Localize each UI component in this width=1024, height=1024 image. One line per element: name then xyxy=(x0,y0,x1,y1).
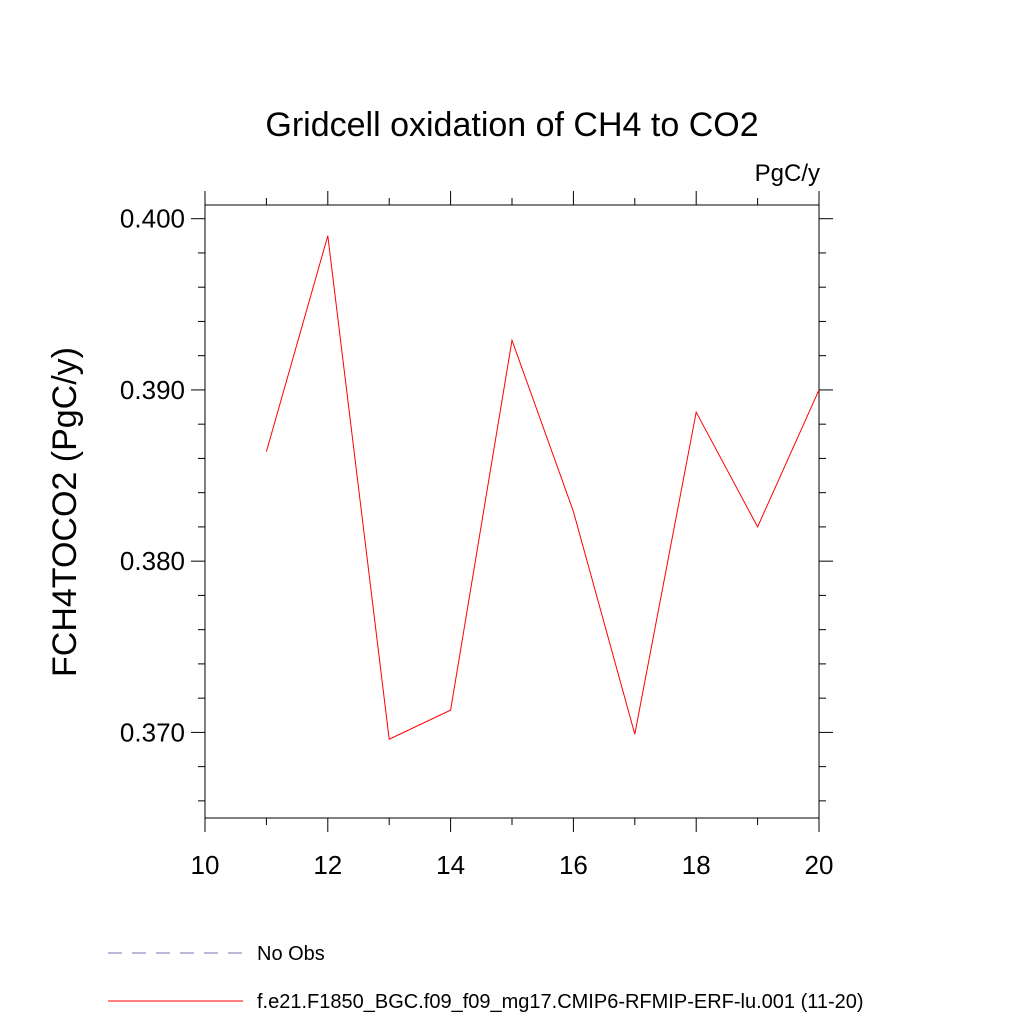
series-layer xyxy=(265,235,820,740)
plot-frame xyxy=(204,204,820,819)
y-axis-ticks: 0.370 0.380 0.390 0.400 xyxy=(120,204,833,802)
x-tick-label: 10 xyxy=(191,850,220,880)
legend-label-series: f.e21.F1850_BGC.f09_f09_mg17.CMIP6-RFMIP… xyxy=(257,991,864,1013)
legend-label-no-obs: No Obs xyxy=(257,943,325,965)
y-tick-label: 0.390 xyxy=(120,375,185,405)
x-tick-label: 18 xyxy=(682,850,711,880)
series-line xyxy=(265,235,820,740)
legend: No Obs f.e21.F1850_BGC.f09_f09_mg17.CMIP… xyxy=(108,943,864,1013)
y-tick-label: 0.380 xyxy=(120,546,185,576)
x-tick-label: 16 xyxy=(559,850,588,880)
units-label: PgC/y xyxy=(755,160,820,187)
x-tick-label: 14 xyxy=(436,850,465,880)
x-axis-ticks: 10 12 14 16 18 20 xyxy=(191,191,834,880)
y-tick-label: 0.400 xyxy=(120,204,185,234)
x-tick-label: 20 xyxy=(805,850,834,880)
x-tick-label: 12 xyxy=(313,850,342,880)
chart-title: Gridcell oxidation of CH4 to CO2 xyxy=(265,106,758,144)
y-tick-label: 0.370 xyxy=(120,717,185,747)
y-axis-label: FCH4TOCO2 (PgC/y) xyxy=(46,347,84,677)
